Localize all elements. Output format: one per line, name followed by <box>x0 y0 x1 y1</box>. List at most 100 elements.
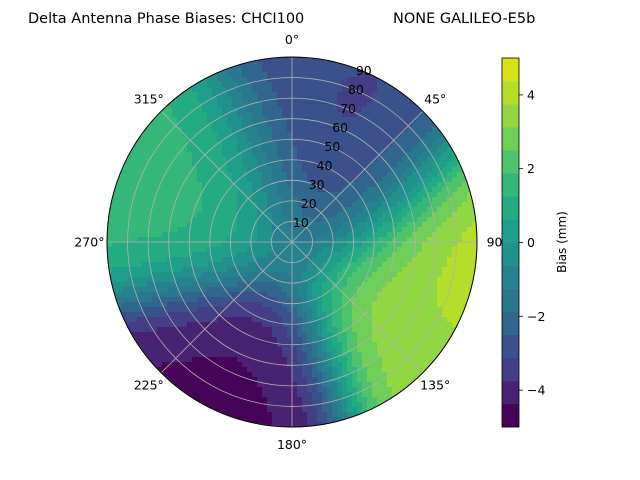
field-cell <box>222 252 228 258</box>
field-cell <box>312 257 318 263</box>
field-cell <box>372 197 378 203</box>
field-cell <box>412 327 418 333</box>
field-cell <box>222 397 228 403</box>
field-cell <box>432 197 438 203</box>
field-cell <box>122 202 128 208</box>
field-cell <box>197 142 203 148</box>
field-cell <box>242 127 248 133</box>
field-cell <box>302 172 308 178</box>
field-cell <box>117 262 123 268</box>
field-cell <box>422 202 428 208</box>
field-cell <box>147 182 153 188</box>
field-cell <box>322 412 328 418</box>
field-cell <box>257 167 263 173</box>
field-cell <box>467 207 473 213</box>
field-cell <box>392 372 398 378</box>
field-cell <box>312 317 318 323</box>
field-cell <box>292 372 298 378</box>
field-cell <box>212 392 218 398</box>
field-cell <box>247 77 253 83</box>
field-cell <box>337 222 343 228</box>
field-cell <box>142 297 148 303</box>
field-cell <box>362 337 368 343</box>
angular-tick-label: 45° <box>424 91 446 106</box>
field-cell <box>347 352 353 358</box>
field-cell <box>262 387 268 393</box>
field-cell <box>192 357 198 363</box>
field-cell <box>302 182 308 188</box>
field-cell <box>297 262 303 268</box>
field-cell <box>257 302 263 308</box>
field-cell <box>222 82 228 88</box>
field-cell <box>262 137 268 143</box>
field-cell <box>277 142 283 148</box>
field-cell <box>142 192 148 198</box>
field-cell <box>247 132 253 138</box>
field-cell <box>327 272 333 278</box>
field-cell <box>127 327 133 333</box>
field-cell <box>127 302 133 308</box>
field-cell <box>167 182 173 188</box>
field-cell <box>347 152 353 158</box>
field-cell <box>382 237 388 243</box>
field-cell <box>167 352 173 358</box>
field-cell <box>272 232 278 238</box>
field-cell <box>427 182 433 188</box>
field-cell <box>447 307 453 313</box>
field-cell <box>267 77 273 83</box>
field-cell <box>212 97 218 103</box>
field-cell <box>342 122 348 128</box>
field-cell <box>267 377 273 383</box>
field-cell <box>377 102 383 108</box>
field-cell <box>202 387 208 393</box>
field-cell <box>257 242 263 248</box>
field-cell <box>117 182 123 188</box>
field-cell <box>122 237 128 243</box>
field-cell <box>317 137 323 143</box>
field-cell <box>257 97 263 103</box>
field-cell <box>427 157 433 163</box>
field-cell <box>177 172 183 178</box>
field-cell <box>377 92 383 98</box>
colorbar-band <box>502 127 519 151</box>
field-cell <box>327 172 333 178</box>
field-cell <box>177 277 183 283</box>
field-cell <box>247 407 253 413</box>
field-cell <box>307 377 313 383</box>
field-cell <box>227 172 233 178</box>
field-cell <box>422 242 428 248</box>
field-cell <box>227 207 233 213</box>
field-cell <box>292 297 298 303</box>
field-cell <box>332 122 338 128</box>
field-cell <box>272 97 278 103</box>
field-cell <box>332 292 338 298</box>
field-cell <box>172 112 178 118</box>
field-cell <box>197 92 203 98</box>
field-cell <box>312 152 318 158</box>
field-cell <box>272 197 278 203</box>
field-cell <box>322 157 328 163</box>
field-cell <box>362 247 368 253</box>
field-cell <box>357 132 363 138</box>
field-cell <box>412 102 418 108</box>
field-cell <box>467 222 473 228</box>
field-cell <box>347 77 353 83</box>
field-cell <box>297 387 303 393</box>
field-cell <box>117 212 123 218</box>
field-cell <box>362 147 368 153</box>
field-cell <box>327 212 333 218</box>
field-cell <box>177 87 183 93</box>
field-cell <box>327 132 333 138</box>
field-cell <box>172 132 178 138</box>
field-cell <box>292 387 298 393</box>
field-cell <box>127 272 133 278</box>
field-cell <box>472 237 477 243</box>
field-cell <box>287 322 293 328</box>
field-cell <box>162 127 168 133</box>
field-cell <box>242 377 248 383</box>
field-cell <box>327 117 333 123</box>
field-cell <box>307 267 313 273</box>
field-cell <box>287 162 293 168</box>
field-cell <box>237 152 243 158</box>
